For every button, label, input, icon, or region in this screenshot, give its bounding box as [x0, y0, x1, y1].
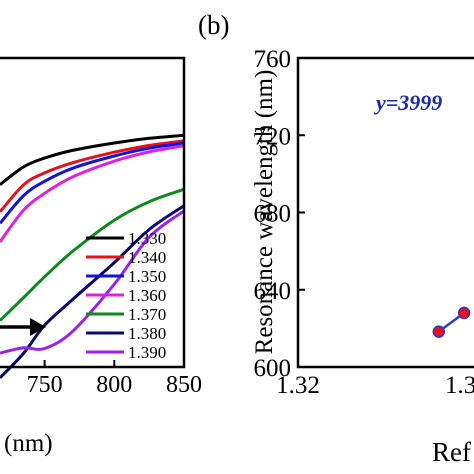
right-y-tick-label-1: 600 [254, 355, 292, 382]
right-x-ticks: 1.32 1.3 [276, 360, 474, 399]
right-x-axis-label: Ref [432, 437, 471, 467]
legend-label-4: 1.360 [128, 286, 166, 305]
spectrum-line-2 [0, 139, 185, 213]
left-x-tick-label-1: 750 [27, 372, 63, 398]
legend-label-1: 1.330 [128, 229, 166, 248]
right-y-tick-label-2: 640 [254, 278, 292, 305]
spectrum-line-7 [0, 209, 185, 355]
left-panel: 750 800 850 1.3301.3401.3501.3601.3701.380… [0, 56, 202, 457]
fit-series [432, 306, 471, 338]
spectrum-line-1 [0, 133, 185, 186]
data-point-2 [457, 306, 471, 320]
panel-label-b: (b) [198, 10, 229, 40]
right-y-axis-label: Resonance wavelength (nm) [251, 70, 278, 355]
right-x-tick-label-2: 1.3 [445, 372, 474, 399]
legend-label-7: 1.390 [128, 343, 166, 362]
legend-label-5: 1.370 [128, 305, 166, 324]
spectra-lines [0, 133, 185, 379]
fit-equation-annotation: y=3999 [373, 90, 442, 115]
left-x-tick-label-2: 800 [96, 372, 132, 398]
data-point-1 [432, 325, 446, 338]
right-y-tick-label-5: 760 [254, 46, 292, 73]
right-y-tick-label-4: 720 [254, 123, 292, 150]
right-y-tick-label-3: 680 [254, 201, 292, 228]
spectrum-line-6 [0, 204, 185, 379]
right-y-ticks: 600 640 680 720 760 [254, 46, 305, 382]
left-x-axis-label: (nm) [4, 430, 53, 457]
spectrum-line-5 [0, 187, 185, 322]
right-panel: (b) 600 640 680 720 760 1.32 1.3 Resonance wa… [198, 10, 474, 467]
spectrum-line-3 [0, 141, 185, 225]
legend-label-3: 1.350 [128, 267, 166, 286]
legend-label-2: 1.340 [128, 248, 166, 267]
right-x-tick-label-1: 1.32 [276, 372, 320, 399]
legend-label-6: 1.380 [128, 324, 166, 343]
left-x-ticks: 750 800 850 [27, 360, 202, 398]
shift-arrow [0, 318, 46, 336]
left-x-tick-label-3: 850 [166, 372, 202, 398]
spectrum-line-4 [0, 144, 185, 243]
left-plot-frame [0, 56, 186, 369]
